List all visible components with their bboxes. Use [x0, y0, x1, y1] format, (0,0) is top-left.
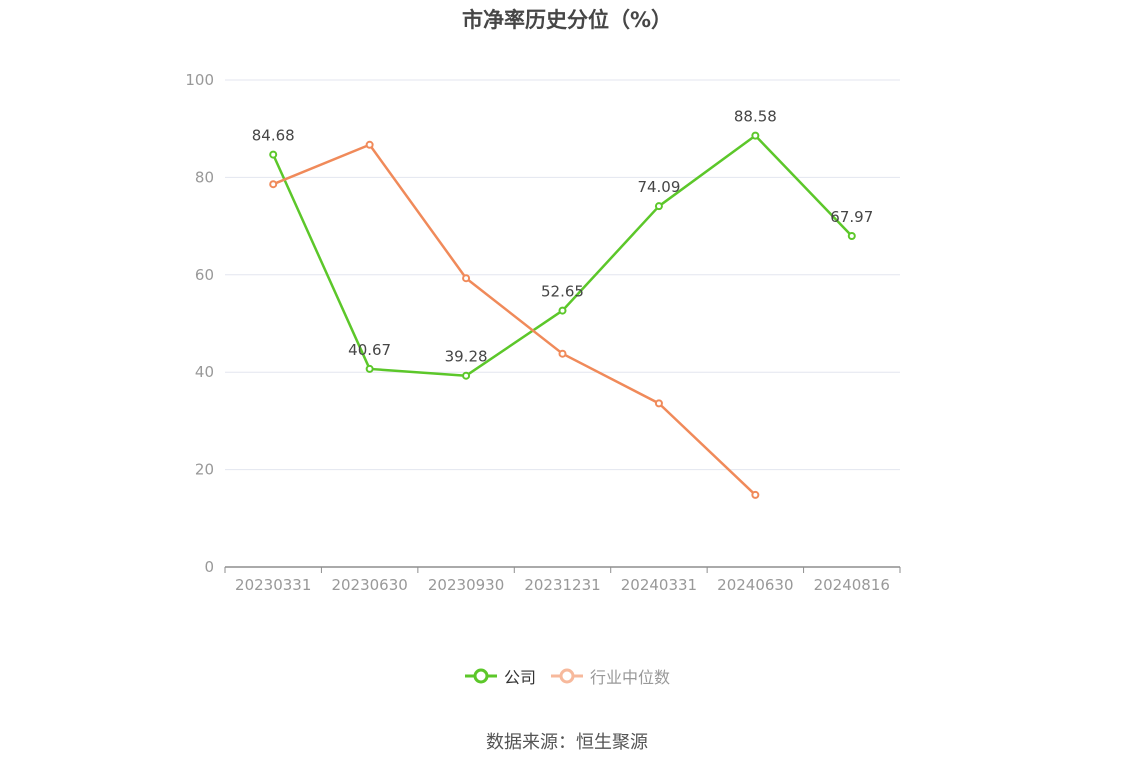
- data-point[interactable]: [847, 231, 856, 240]
- data-label: 88.58: [734, 108, 777, 126]
- data-point[interactable]: [269, 150, 278, 159]
- chart-title: 市净率历史分位（%）: [461, 8, 673, 32]
- data-labels: 84.68 40.67 39.28 52.65 74.09 88.58 67.97: [252, 108, 874, 366]
- series-lines: [272, 134, 853, 496]
- legend-marker-company: [464, 668, 497, 684]
- source-note: 数据来源：恒生聚源: [486, 732, 648, 753]
- data-point[interactable]: [751, 131, 760, 140]
- data-point[interactable]: [365, 364, 374, 373]
- series-line-0: [272, 134, 853, 377]
- data-label: 39.28: [445, 348, 488, 366]
- data-label: 74.09: [637, 178, 680, 196]
- legend: 公司 行业中位数: [0, 664, 1134, 688]
- x-tick-label: 20231231: [524, 576, 600, 594]
- data-point[interactable]: [654, 202, 663, 211]
- legend-item-industry-median[interactable]: 行业中位数: [550, 664, 670, 688]
- legend-item-company[interactable]: 公司: [464, 664, 536, 688]
- data-label: 52.65: [541, 283, 584, 301]
- data-point[interactable]: [365, 140, 374, 149]
- legend-marker-industry-median: [551, 668, 583, 684]
- data-point[interactable]: [558, 306, 567, 315]
- y-tick-label: 0: [204, 558, 214, 576]
- data-point[interactable]: [462, 371, 471, 380]
- x-tick-label: 20240630: [717, 576, 793, 594]
- x-tick-label: 20240331: [621, 576, 697, 594]
- y-tick-label: 20: [195, 461, 214, 479]
- data-point[interactable]: [654, 399, 663, 408]
- data-point[interactable]: [269, 180, 278, 189]
- data-point[interactable]: [558, 349, 567, 358]
- x-tick-label: 20230331: [235, 576, 311, 594]
- data-label: 84.68: [252, 127, 295, 145]
- legend-label-company: 公司: [503, 668, 536, 687]
- data-label: 40.67: [348, 341, 391, 359]
- y-tick-label: 60: [195, 266, 214, 284]
- data-label: 67.97: [830, 208, 873, 226]
- series-points: [269, 131, 856, 499]
- y-tick-label: 40: [195, 363, 214, 381]
- axes: 0 20 40 60 80 100 20230331 20230630 20230930 2023…: [185, 71, 901, 594]
- grid-lines: [225, 79, 900, 471]
- x-tick-label: 20240816: [814, 576, 890, 594]
- x-tick-label: 20230630: [331, 576, 407, 594]
- data-point[interactable]: [751, 490, 760, 499]
- y-tick-label: 80: [195, 168, 214, 186]
- series-line-1: [272, 143, 757, 496]
- x-tick-label: 20230930: [428, 576, 504, 594]
- y-tick-label: 100: [185, 71, 214, 89]
- legend-label-industry-median: 行业中位数: [590, 668, 671, 687]
- data-point[interactable]: [462, 274, 471, 283]
